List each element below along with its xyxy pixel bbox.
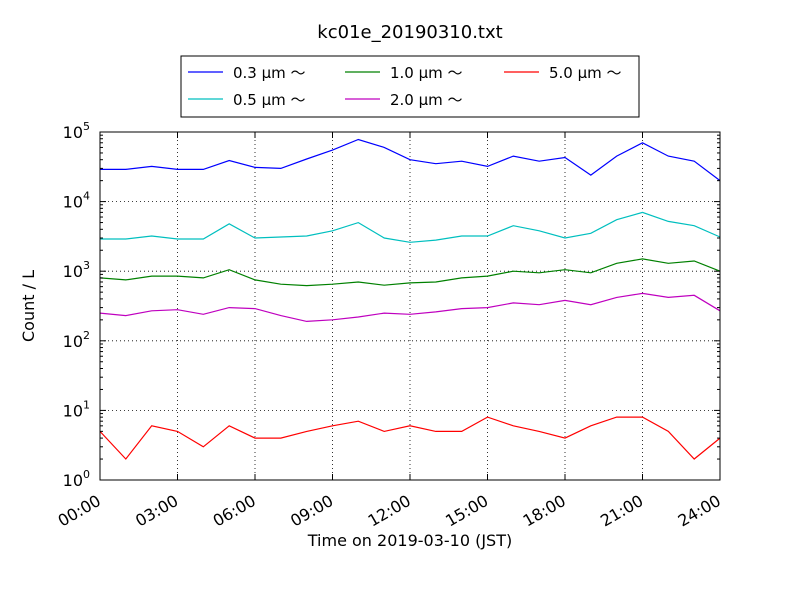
y-tick-label: 103 <box>63 259 90 281</box>
x-axis-label: Time on 2019-03-10 (JST) <box>307 531 512 550</box>
x-tick-label: 15:00 <box>442 491 491 531</box>
chart-title: kc01e_20190310.txt <box>317 22 502 43</box>
x-tick-label: 00:00 <box>55 491 104 531</box>
x-tick-label: 09:00 <box>287 491 336 531</box>
legend-label: 0.3 μm ～ <box>233 64 306 82</box>
legend: 0.3 μm ～ 0.5 μm ～ 1.0 μm ～ 2.0 μm ～ 5.0 μm ～ <box>180 55 640 118</box>
series-line-1 <box>100 211 721 243</box>
series-line-2 <box>99 258 721 287</box>
x-tick-label: 24:00 <box>675 491 724 531</box>
legend-label: 0.5 μm ～ <box>233 91 306 109</box>
y-axis-label: Count / L <box>19 270 38 342</box>
y-tick-label: 104 <box>63 190 90 212</box>
y-tick-label: 101 <box>63 398 90 420</box>
x-tick-label: 06:00 <box>210 491 259 531</box>
y-tick-label: 102 <box>63 329 90 351</box>
series-line-0 <box>100 138 721 182</box>
legend-label: 1.0 μm ～ <box>390 64 463 82</box>
x-tick-label: 12:00 <box>365 491 414 531</box>
x-tick-label: 18:00 <box>520 491 569 531</box>
legend-label: 5.0 μm ～ <box>549 64 622 82</box>
series-line-3 <box>99 292 721 323</box>
y-tick-label: 100 <box>63 468 90 490</box>
plot-area: 00:00 03:00 06:00 09:00 12:00 15:00 18:00 21:00… <box>55 120 724 531</box>
x-tick-label: 21:00 <box>597 491 646 531</box>
series-line-4 <box>99 416 721 460</box>
legend-label: 2.0 μm ～ <box>390 91 463 109</box>
y-tick-label: 105 <box>63 120 90 142</box>
x-tick-label: 03:00 <box>132 491 181 531</box>
legend-frame <box>180 55 640 118</box>
